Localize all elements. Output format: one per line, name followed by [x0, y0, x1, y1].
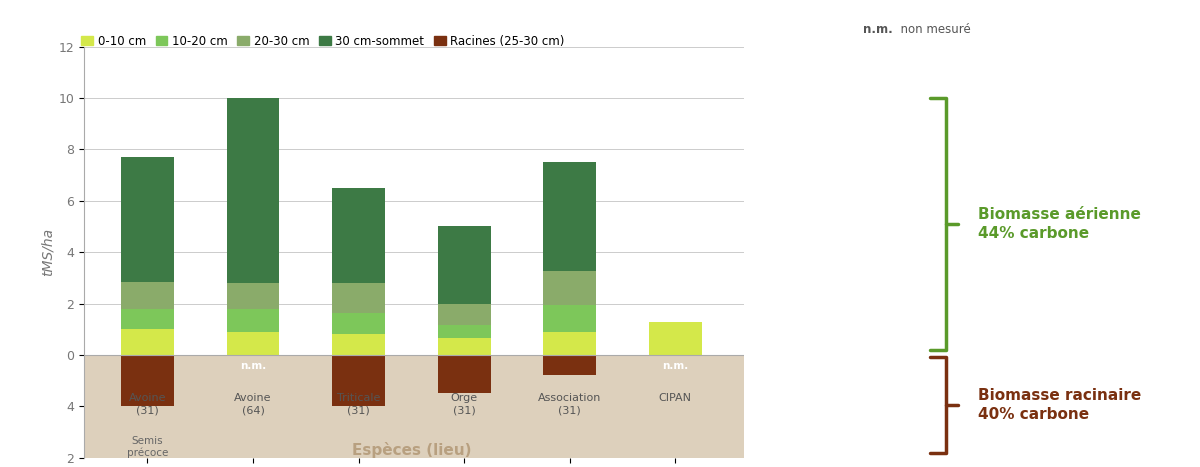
Bar	[227, 283, 280, 309]
Text: Orge
(31): Orge (31)	[450, 393, 478, 415]
Text: Biomasse aérienne
44% carbone: Biomasse aérienne 44% carbone	[978, 206, 1141, 241]
Bar	[438, 325, 491, 338]
Bar	[227, 309, 280, 332]
Bar	[332, 312, 385, 334]
Bar	[544, 271, 596, 305]
Text: non mesuré: non mesuré	[893, 22, 971, 35]
Bar	[84, 355, 744, 458]
Bar	[438, 338, 491, 355]
Bar	[121, 309, 174, 329]
Bar	[227, 98, 280, 283]
Text: n.m.: n.m.	[240, 361, 266, 371]
Bar	[227, 332, 280, 355]
Text: Semis
précoce: Semis précoce	[127, 436, 168, 458]
Text: Avoine
(31): Avoine (31)	[128, 393, 166, 415]
Y-axis label: tMS/ha: tMS/ha	[41, 228, 54, 276]
Bar	[121, 329, 174, 355]
Text: Triticale
(31): Triticale (31)	[337, 393, 380, 415]
Text: CIPAN: CIPAN	[659, 393, 692, 403]
Bar	[438, 226, 491, 304]
Text: Espèces (lieu): Espèces (lieu)	[352, 442, 472, 458]
Text: Association
(31): Association (31)	[538, 393, 601, 415]
Bar	[121, 157, 174, 282]
Bar	[438, 355, 491, 393]
Bar	[332, 355, 385, 406]
Bar	[332, 283, 385, 312]
Bar	[544, 162, 596, 271]
Bar	[332, 188, 385, 283]
Bar	[332, 334, 385, 355]
Text: n.m.: n.m.	[662, 361, 689, 371]
Bar	[544, 355, 596, 375]
Bar	[121, 355, 174, 406]
Text: Biomasse racinaire
40% carbone: Biomasse racinaire 40% carbone	[978, 388, 1141, 423]
Bar	[544, 305, 596, 332]
Text: Avoine
(64): Avoine (64)	[234, 393, 271, 415]
Bar	[438, 304, 491, 325]
Legend: 0-10 cm, 10-20 cm, 20-30 cm, 30 cm-sommet, Racines (25-30 cm): 0-10 cm, 10-20 cm, 20-30 cm, 30 cm-somme…	[77, 30, 570, 52]
Bar	[544, 332, 596, 355]
Bar	[649, 321, 702, 355]
Bar	[121, 282, 174, 309]
Text: n.m.: n.m.	[863, 22, 893, 35]
